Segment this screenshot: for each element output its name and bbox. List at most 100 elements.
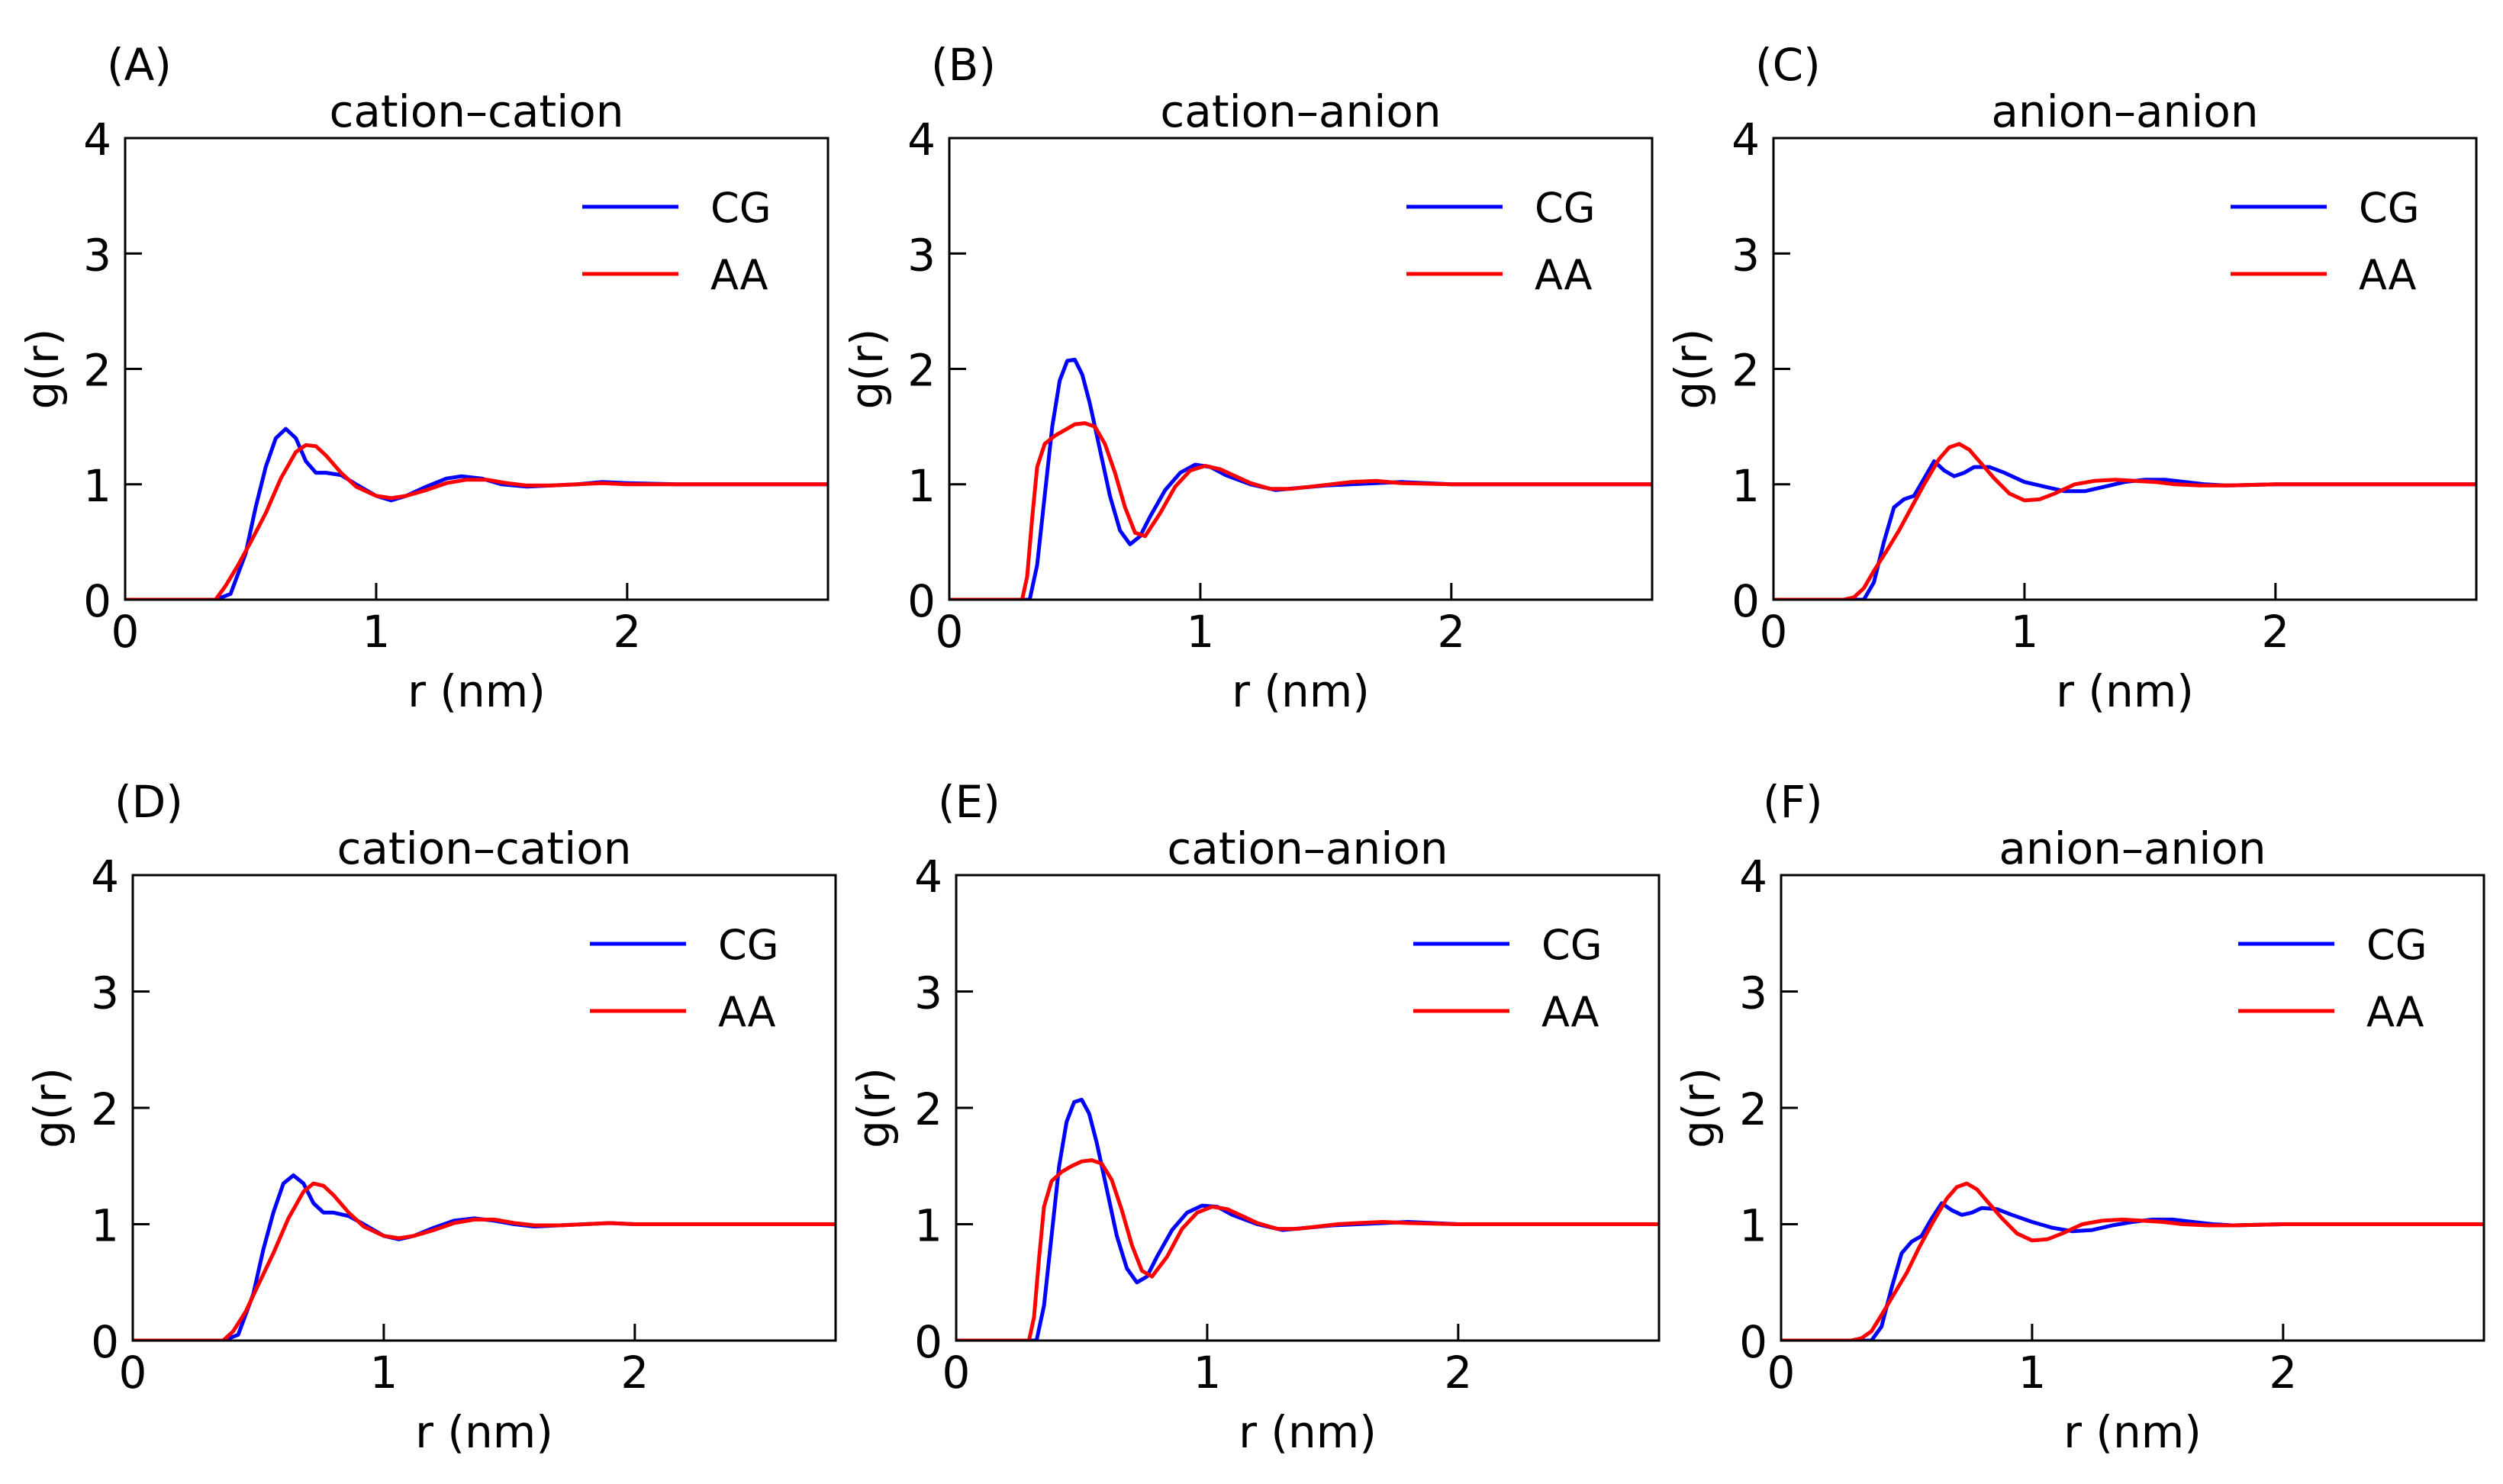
panel-label: (D) [114,776,183,828]
x-tick-label: 0 [936,606,964,658]
y-axis-label: g(r) [848,1067,900,1148]
x-tick-label: 2 [613,606,641,658]
legend-label-cg: CG [710,184,772,232]
y-tick-label: 3 [914,967,942,1019]
panel-label: (A) [107,39,172,91]
x-axis-label: r (nm) [2056,665,2194,717]
x-axis-label: r (nm) [2063,1406,2202,1458]
panel-label: (B) [931,39,996,91]
series-line-aa [1773,442,2476,600]
legend-label-cg: CG [718,921,779,969]
legend-label-aa: AA [2359,251,2416,299]
y-axis-label: g(r) [1673,1067,1725,1148]
series-line-aa [949,421,1652,600]
y-tick-label: 3 [83,229,111,281]
legend-label-cg: CG [1541,921,1603,969]
y-tick-label: 2 [914,1083,942,1135]
chart-title: cation–cation [337,822,631,874]
y-tick-label: 4 [1731,114,1760,166]
y-tick-label: 1 [91,1200,119,1252]
x-tick-label: 1 [369,1347,398,1399]
legend-label-aa: AA [718,988,775,1036]
x-tick-label: 1 [1186,606,1214,658]
legend-label-aa: AA [1541,988,1599,1036]
y-tick-label: 0 [1731,575,1760,627]
y-tick-label: 0 [907,575,936,627]
chart-title: cation–anion [1167,822,1448,874]
y-tick-label: 3 [91,967,119,1019]
y-tick-label: 2 [91,1083,119,1135]
x-tick-label: 2 [1444,1347,1472,1399]
chart-panel-e: (E) cation–anion 0 1 2 3 4 0 1 2 r (nm) g(r) CG AA [848,776,1661,1458]
chart-panel-a: (A) cation–cation 0 1 2 3 4 0 1 2 r (nm) g(r) CG AA [17,39,830,717]
legend-label-aa: AA [1535,251,1592,299]
y-tick-label: 0 [914,1316,942,1368]
x-axis-label: r (nm) [1239,1406,1377,1458]
y-tick-label: 1 [1731,460,1760,512]
y-tick-label: 2 [83,345,111,397]
y-tick-label: 3 [1731,229,1760,281]
y-tick-label: 4 [1739,851,1767,903]
chart-panel-d: (D) cation–cation 0 1 2 3 4 0 1 2 r (nm) g(r) CG AA [24,776,837,1458]
x-tick-label: 0 [1760,606,1788,658]
x-axis-label: r (nm) [1232,665,1370,717]
chart-title: cation–anion [1160,85,1441,137]
y-tick-label: 0 [1739,1316,1767,1368]
y-axis-label: g(r) [841,329,893,410]
y-axis-label: g(r) [17,329,69,410]
x-tick-label: 0 [111,606,140,658]
y-axis-label: g(r) [24,1067,76,1148]
legend-label-cg: CG [1535,184,1596,232]
chart-panel-b: (B) cation–anion 0 1 2 3 4 0 1 2 r (nm) g(r) CG AA [841,39,1654,717]
y-tick-label: 2 [907,345,936,397]
y-tick-label: 3 [907,229,936,281]
legend-label-aa: AA [2366,988,2424,1036]
x-tick-label: 0 [119,1347,147,1399]
x-tick-label: 1 [1193,1347,1221,1399]
x-tick-label: 1 [2018,1347,2046,1399]
x-tick-label: 2 [2269,1347,2297,1399]
y-tick-label: 4 [83,114,111,166]
legend-label-cg: CG [2359,184,2420,232]
y-tick-label: 1 [907,460,936,512]
y-tick-label: 4 [91,851,119,903]
x-tick-label: 2 [2261,606,2289,658]
x-tick-label: 2 [620,1347,649,1399]
x-tick-label: 2 [1437,606,1465,658]
series-line-cg [949,357,1652,600]
panel-label: (F) [1763,776,1823,828]
series-line-cg [956,1097,1659,1341]
panel-label: (E) [938,776,1000,828]
y-tick-label: 1 [83,460,111,512]
chart-panel-c: (C) anion–anion 0 1 2 3 4 0 1 2 r (nm) g(r) CG AA [1665,39,2478,717]
y-tick-label: 4 [907,114,936,166]
y-tick-label: 1 [914,1200,942,1252]
chart-title: anion–anion [1999,822,2266,874]
y-tick-label: 2 [1739,1083,1767,1135]
series-line-cg [133,1173,836,1341]
x-axis-label: r (nm) [415,1406,553,1458]
series-line-aa [125,443,828,600]
x-tick-label: 0 [942,1347,971,1399]
series-line-aa [133,1181,836,1341]
chart-title: cation–cation [329,85,623,137]
y-tick-label: 4 [914,851,942,903]
y-axis-label: g(r) [1665,329,1717,410]
chart-title: anion–anion [1991,85,2258,137]
y-tick-label: 1 [1739,1200,1767,1252]
y-tick-label: 3 [1739,967,1767,1019]
x-tick-label: 1 [362,606,390,658]
y-tick-label: 0 [83,575,111,627]
legend-label-cg: CG [2366,921,2427,969]
x-tick-label: 1 [2010,606,2038,658]
series-line-aa [1781,1181,2484,1341]
x-axis-label: r (nm) [408,665,546,717]
series-line-aa [956,1158,1659,1341]
y-tick-label: 2 [1731,345,1760,397]
legend-label-aa: AA [710,251,768,299]
chart-panel-f: (F) anion–anion 0 1 2 3 4 0 1 2 r (nm) g(r) CG AA [1673,776,2485,1458]
x-tick-label: 0 [1767,1347,1796,1399]
y-tick-label: 0 [91,1316,119,1368]
panel-label: (C) [1755,39,1821,91]
